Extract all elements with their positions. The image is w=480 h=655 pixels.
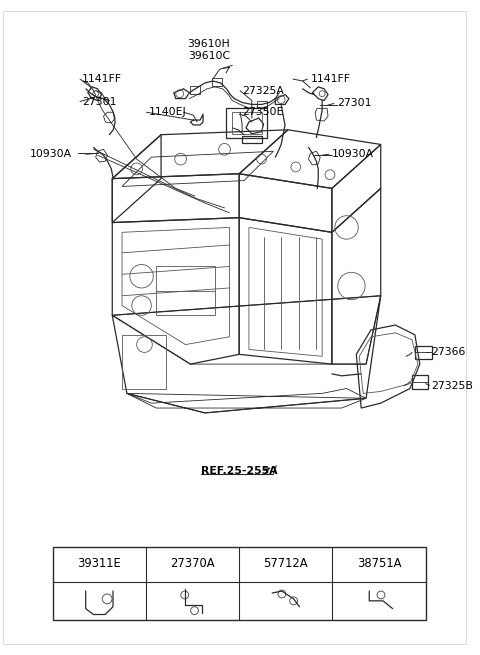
Bar [415,346,432,359]
Bar [232,112,262,134]
Text: 39610H: 39610H [188,39,230,49]
Bar [242,136,262,143]
Text: 10930A: 10930A [29,149,72,159]
Text: 57712A: 57712A [264,557,308,570]
Text: 1141FF: 1141FF [311,74,350,84]
Text: 27325B: 27325B [432,381,473,390]
Bar [227,108,267,138]
Bar [122,335,166,388]
Text: 39610C: 39610C [188,50,230,61]
Text: 1140EJ: 1140EJ [148,107,186,117]
Bar [156,267,215,315]
Text: 27301: 27301 [82,96,117,107]
Text: 27350E: 27350E [242,107,284,117]
Text: 27325A: 27325A [242,86,284,96]
Text: 38751A: 38751A [357,557,401,570]
Bar [412,375,428,388]
Bar [53,547,426,620]
Text: 27366: 27366 [432,347,466,358]
Text: 10930A: 10930A [332,149,374,159]
Text: REF.25-255A: REF.25-255A [201,466,277,476]
Text: 1141FF: 1141FF [82,74,122,84]
Text: 27370A: 27370A [170,557,215,570]
Text: 39311E: 39311E [77,557,121,570]
Text: 27301: 27301 [337,98,372,109]
